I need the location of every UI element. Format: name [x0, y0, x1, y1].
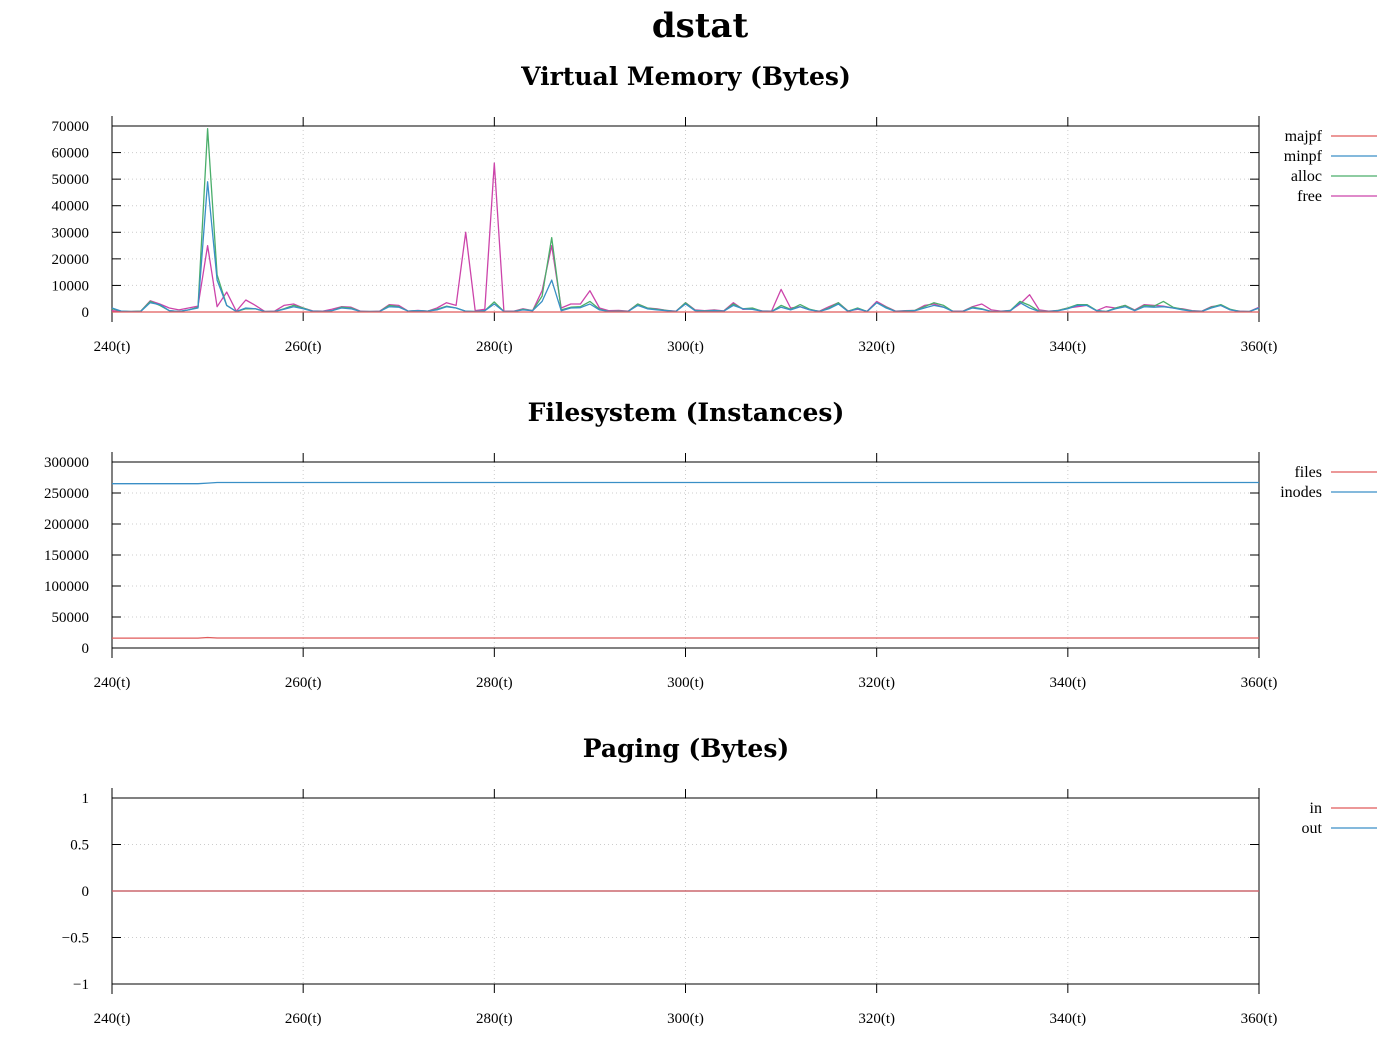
y-tick-label: 200000: [44, 517, 89, 533]
x-tick-label: 360(t): [1241, 1011, 1278, 1027]
series-line-free: [111, 162, 1260, 313]
chart-filesystem: 240(t) 260(t) 280(t) 300(t) 320(t) 340(t) 360(…: [44, 452, 1377, 691]
x-tick-label: 360(t): [1241, 675, 1278, 691]
y-tick-label: 100000: [44, 579, 89, 595]
legend-label-minpf: minpf: [1284, 148, 1323, 165]
y-tick-label: 150000: [44, 548, 89, 564]
chart-paging: 240(t) 260(t) 280(t) 300(t) 320(t) 340(t) 360(…: [62, 788, 1377, 1027]
y-tick-label: 0: [82, 641, 90, 657]
x-tick-label: 260(t): [285, 1011, 322, 1027]
y-tick-label: −0.5: [62, 931, 89, 947]
y-tick-label: 50000: [52, 172, 90, 188]
y-tick-label: 20000: [52, 252, 90, 268]
y-tick-label: 1: [82, 791, 90, 807]
legend-label-free: free: [1297, 188, 1322, 205]
x-tick-label: 260(t): [285, 675, 322, 691]
chart-title: Virtual Memory (Bytes): [521, 62, 851, 91]
chart-virtual-memory: 240(t) 260(t) 280(t) 300(t) 320(t) 340(t) 360(…: [52, 116, 1377, 355]
y-tick-label: 50000: [52, 610, 90, 626]
legend-label-in: in: [1310, 800, 1322, 817]
x-tick-label: 240(t): [94, 339, 131, 355]
x-tick-label: 300(t): [667, 675, 704, 691]
series-line-files: [112, 636, 1259, 639]
y-tick-label: 30000: [52, 225, 90, 241]
series-line-alloc: [111, 128, 1260, 313]
y-tick-label: 40000: [52, 199, 90, 215]
y-tick-label: 0: [82, 884, 90, 900]
x-tick-label: 320(t): [858, 1011, 895, 1027]
x-tick-label: 260(t): [285, 339, 322, 355]
legend-label-files: files: [1294, 464, 1322, 481]
x-tick-label: 320(t): [858, 339, 895, 355]
x-tick-label: 340(t): [1049, 339, 1086, 355]
x-tick-label: 340(t): [1049, 1011, 1086, 1027]
chart-title: Paging (Bytes): [582, 734, 790, 763]
x-tick-label: 280(t): [476, 675, 513, 691]
x-tick-label: 240(t): [94, 675, 131, 691]
x-tick-label: 300(t): [667, 1011, 704, 1027]
legend-label-majpf: majpf: [1285, 128, 1323, 145]
y-tick-label: 70000: [52, 119, 90, 135]
page-title: dstat: [651, 6, 749, 46]
y-tick-label: 300000: [44, 455, 89, 471]
x-tick-label: 280(t): [476, 1011, 513, 1027]
legend-label-alloc: alloc: [1291, 168, 1322, 185]
y-tick-label: 0.5: [70, 838, 89, 854]
chart-panel-paging: Paging (Bytes) 240(t) 260(t) 280(t) 300(t) 3…: [0, 734, 1400, 1044]
x-tick-label: 340(t): [1049, 675, 1086, 691]
chart-panel-virtual-memory: Virtual Memory (Bytes) 240(t) 260(t) 280(t…: [0, 62, 1400, 362]
x-tick-label: 300(t): [667, 339, 704, 355]
y-tick-label: 10000: [52, 278, 90, 294]
chart-panel-filesystem: Filesystem (Instances) 240(t) 260(t) 280(t…: [0, 398, 1400, 698]
y-tick-label: 250000: [44, 486, 89, 502]
x-tick-label: 240(t): [94, 1011, 131, 1027]
chart-title: Filesystem (Instances): [527, 398, 845, 427]
series-line-inodes: [112, 481, 1259, 485]
y-tick-label: −1: [73, 977, 89, 993]
x-tick-label: 320(t): [858, 675, 895, 691]
y-tick-label: 60000: [52, 146, 90, 162]
y-tick-label: 0: [82, 305, 90, 321]
x-tick-label: 360(t): [1241, 339, 1278, 355]
legend-label-out: out: [1302, 820, 1323, 837]
x-tick-label: 280(t): [476, 339, 513, 355]
series-line-minpf: [111, 181, 1260, 313]
legend-label-inodes: inodes: [1280, 484, 1322, 501]
